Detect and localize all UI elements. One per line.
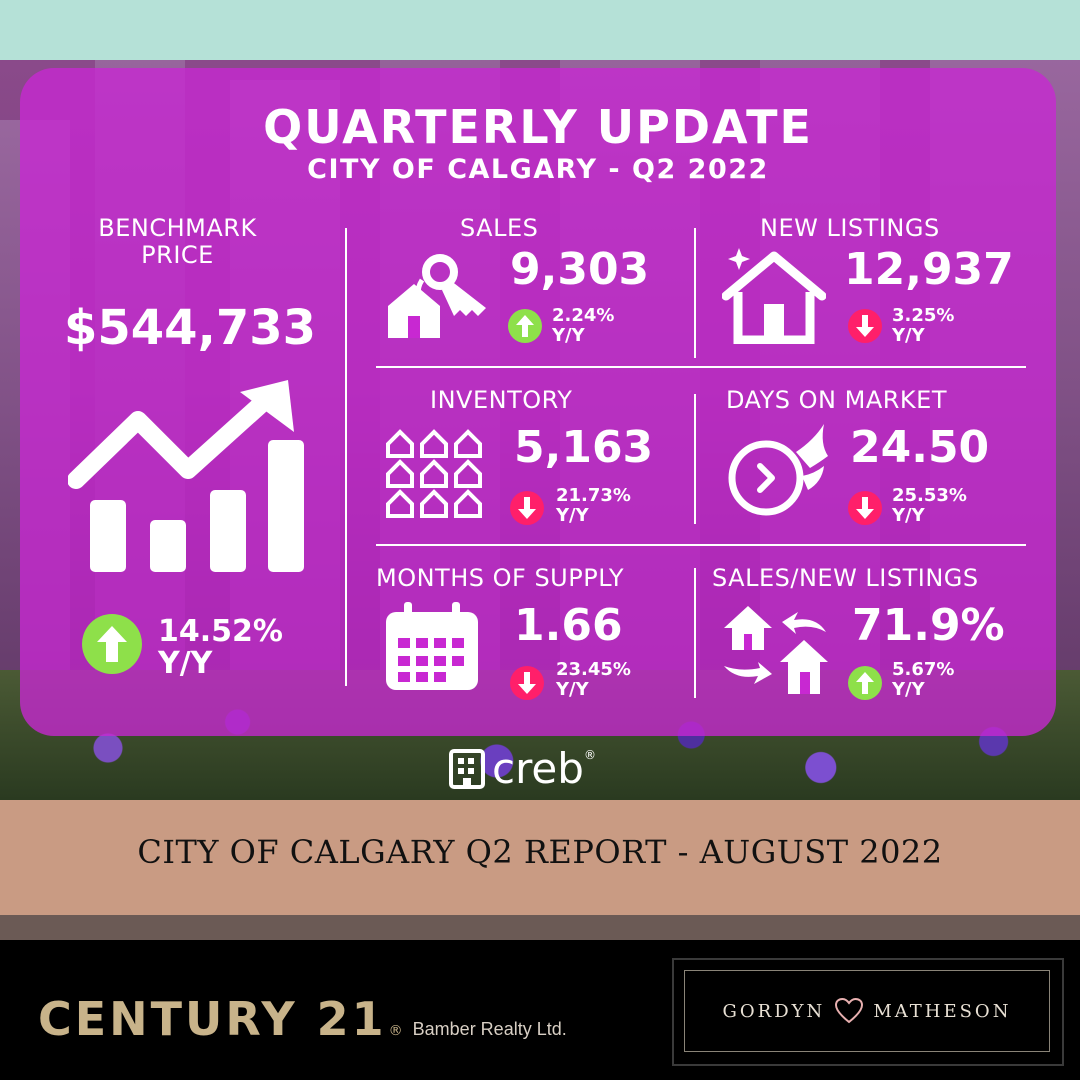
inventory-change: 21.73% [556,485,631,506]
new-listings-change: 3.25% [892,305,955,326]
days-on-market-value: 24.50 [850,422,990,473]
growth-chart-icon [68,380,304,572]
row2-divider [694,394,696,524]
page-subtitle: CITY OF CALGARY - Q2 2022 [307,154,769,185]
sales-new-listings-up-arrow-icon [848,666,882,700]
benchmark-price: $544,733 [63,300,317,356]
houses-grid-icon [386,429,482,518]
column-divider [345,228,347,686]
infographic-panel: QUARTERLY UPDATE CITY OF CALGARY - Q2 20… [20,68,1056,736]
century21-logo: CENTURY 21 ® Bamber Realty Ltd. [38,992,567,1046]
calendar-icon [386,602,478,690]
inventory-value: 5,163 [514,422,654,473]
row1-divider [694,228,696,358]
inventory-label: INVENTORY [430,386,573,414]
sales-new-listings-label: SALES/NEW LISTINGS [712,564,979,592]
months-of-supply-down-arrow-icon [510,666,544,700]
new-house-icon [722,248,826,344]
days-on-market-period: Y/Y [892,505,925,526]
creb-logo-mark: ® [583,748,596,762]
sales-label: SALES [460,214,539,242]
page-title: QUARTERLY UPDATE [263,100,813,154]
sales-value: 9,303 [510,244,650,295]
sales-new-listings-period: Y/Y [892,679,925,700]
century21-mark: ® [388,1023,403,1039]
agent-name-left: GORDYN [722,1000,826,1022]
sales-change: 2.24% [552,305,615,326]
benchmark-period: Y/Y [158,646,213,681]
new-listings-label: NEW LISTINGS [760,214,940,242]
benchmark-up-arrow-icon [82,614,142,674]
gordyn-matheson-logo: GORDYN MATHESON [684,970,1050,1052]
inventory-period: Y/Y [556,505,589,526]
keys-house-icon [388,254,486,338]
benchmark-label-line2: PRICE [141,241,214,269]
new-listings-value: 12,937 [844,244,1014,295]
row-separator-1 [376,366,1026,368]
row3-divider [694,568,696,698]
fast-clock-icon [728,424,828,516]
days-on-market-down-arrow-icon [848,491,882,525]
days-on-market-label: DAYS ON MARKET [726,386,947,414]
months-of-supply-period: Y/Y [556,679,589,700]
sales-up-arrow-icon [508,309,542,343]
heart-icon [835,998,864,1024]
months-of-supply-label: MONTHS OF SUPPLY [376,564,625,592]
house-exchange-icon [724,606,828,694]
months-of-supply-value: 1.66 [514,600,623,651]
days-on-market-change: 25.53% [892,485,967,506]
agent-name-right: MATHESON [873,1000,1012,1022]
inventory-down-arrow-icon [510,491,544,525]
top-band [0,0,1080,60]
sales-period: Y/Y [552,325,585,346]
report-banner [0,800,1080,915]
sales-new-listings-value: 71.9% [852,600,1005,651]
benchmark-change: 14.52% [158,614,283,649]
footer: CENTURY 21 ® Bamber Realty Ltd. GORDYN M… [0,940,1080,1080]
benchmark-label-line1: BENCHMARK [98,214,257,242]
report-banner-text: CITY OF CALGARY Q2 REPORT - AUGUST 2022 [137,833,943,871]
row-separator-2 [376,544,1026,546]
months-of-supply-change: 23.45% [556,659,631,680]
century21-brand: CENTURY 21 [38,992,387,1046]
new-listings-down-arrow-icon [848,309,882,343]
footer-divider [0,915,1080,940]
brokerage-name: Bamber Realty Ltd. [412,1019,567,1039]
creb-logo-text: creb [492,744,584,793]
sales-new-listings-change: 5.67% [892,659,955,680]
creb-logo: creb ® [448,748,596,790]
creb-building-icon [449,749,485,789]
gordyn-matheson-logo-frame: GORDYN MATHESON [672,958,1064,1066]
new-listings-period: Y/Y [892,325,925,346]
